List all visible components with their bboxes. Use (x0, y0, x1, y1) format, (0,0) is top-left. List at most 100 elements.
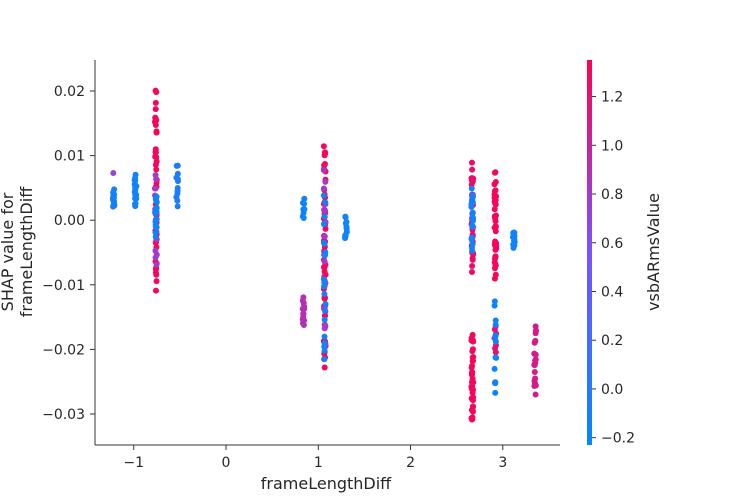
scatter-point (320, 143, 327, 150)
scatter-point (153, 129, 160, 136)
scatter-point (152, 229, 159, 236)
scatter-point (320, 185, 327, 192)
scatter-point (492, 332, 499, 339)
colorbar (587, 60, 592, 445)
scatter-point (152, 99, 159, 106)
scatter-point (320, 264, 327, 271)
scatter-point (469, 199, 476, 206)
scatter-point (343, 218, 350, 225)
scatter-point (152, 221, 159, 228)
scatter-point (321, 290, 328, 297)
scatter-point (301, 206, 308, 213)
y-tick-label: −0.03 (42, 407, 85, 423)
scatter-point (152, 114, 159, 121)
scatter-points (109, 87, 539, 423)
x-tick-label: 2 (406, 455, 415, 471)
colorbar-tick-label: 1.0 (601, 138, 623, 154)
x-tick-label: 0 (222, 455, 231, 471)
y-tick-label: −0.01 (42, 278, 85, 294)
scatter-point (300, 294, 307, 301)
scatter-point (492, 187, 499, 194)
scatter-point (321, 240, 328, 247)
scatter-point (152, 247, 159, 254)
scatter-point (174, 203, 181, 210)
scatter-point (321, 316, 328, 323)
scatter-point (468, 185, 475, 192)
scatter-point (321, 364, 328, 371)
scatter-point (491, 198, 498, 205)
scatter-point (492, 178, 499, 185)
scatter-point (492, 261, 499, 268)
scatter-point (320, 276, 327, 283)
x-tick-label: 1 (314, 455, 323, 471)
colorbar-tick-label: 0.8 (601, 187, 623, 203)
scatter-point (110, 170, 117, 177)
scatter-point (469, 354, 476, 361)
scatter-point (152, 172, 159, 179)
scatter-point (153, 205, 160, 212)
colorbar-tick-label: 1.2 (601, 90, 623, 106)
scatter-point (468, 362, 475, 369)
scatter-point (152, 185, 159, 192)
scatter-point (469, 348, 476, 355)
y-axis-label: SHAP value forframeLengthDiff (0, 186, 36, 317)
scatter-point (300, 310, 307, 317)
colorbar-tick-label: 0.4 (601, 284, 623, 300)
scatter-point (321, 233, 328, 240)
scatter-point (492, 215, 499, 222)
scatter-point (153, 154, 160, 161)
scatter-point (321, 333, 328, 340)
scatter-point (321, 340, 328, 347)
scatter-point (531, 339, 538, 346)
scatter-point (468, 175, 475, 182)
scatter-point (468, 159, 475, 166)
scatter-point (132, 200, 139, 207)
scatter-point (491, 169, 498, 176)
scatter-point (532, 323, 539, 330)
scatter-point (469, 166, 476, 173)
scatter-point (532, 391, 539, 398)
scatter-point (469, 407, 476, 414)
scatter-point (469, 331, 476, 338)
scatter-point (469, 192, 476, 199)
scatter-point (492, 317, 499, 324)
scatter-point (492, 354, 499, 361)
x-tick-label: 3 (498, 455, 507, 471)
scatter-point (468, 369, 475, 376)
y-tick-label: 0.01 (54, 149, 85, 165)
colorbar-tick-label: 0.6 (601, 236, 623, 252)
scatter-point (469, 222, 476, 229)
scatter-point (153, 166, 160, 173)
scatter-point (152, 87, 159, 94)
colorbar-tick-label: −0.2 (601, 431, 635, 447)
scatter-point (321, 258, 328, 265)
scatter-point (322, 149, 329, 156)
scatter-point (321, 295, 328, 302)
scatter-point (322, 251, 329, 258)
scatter-point (153, 193, 160, 200)
scatter-point (152, 119, 159, 126)
scatter-point (321, 321, 328, 328)
scatter-point (322, 178, 329, 185)
y-tick-label: 0.00 (54, 213, 85, 229)
scatter-point (321, 221, 328, 228)
scatter-point (132, 171, 139, 178)
scatter-point (320, 167, 327, 174)
scatter-point (531, 369, 538, 376)
y-tick-label: −0.02 (42, 342, 85, 358)
scatter-point (468, 236, 475, 243)
scatter-point (492, 253, 499, 260)
colorbar-tick-label: 0.0 (601, 382, 623, 398)
scatter-point (174, 162, 181, 169)
scatter-point (322, 160, 329, 167)
scatter-point (491, 365, 498, 372)
scatter-point (469, 337, 476, 344)
axes (94, 60, 560, 446)
x-axis-label: frameLengthDiff (261, 474, 392, 493)
scatter-point (511, 229, 518, 236)
scatter-point (321, 213, 328, 220)
scatter-point (342, 213, 349, 220)
colorbar-tick-label: 0.2 (601, 333, 623, 349)
scatter-point (470, 394, 477, 401)
